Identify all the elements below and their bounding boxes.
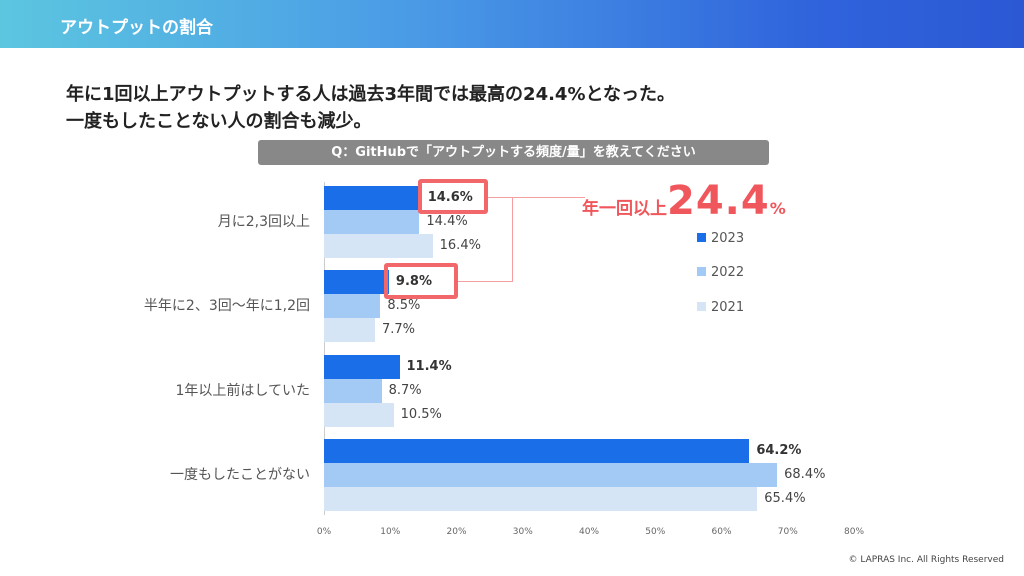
- data-label: 7.7%: [382, 322, 416, 337]
- connector-line: [512, 197, 513, 282]
- bar-2023: [324, 439, 750, 463]
- copyright: © LAPRAS Inc. All Rights Reserved: [848, 555, 1004, 565]
- callout-value: 24.4: [667, 178, 770, 224]
- bar-2022: [324, 463, 778, 487]
- x-tick-label: 20%: [446, 527, 467, 537]
- bar-2021: [324, 487, 758, 511]
- question-banner: Q：GitHubで「アウトプットする頻度/量」を教えてください: [258, 140, 769, 165]
- connector-line: [486, 197, 585, 198]
- bar-2022: [324, 294, 381, 318]
- x-tick-label: 50%: [645, 527, 666, 537]
- bar-2023: [324, 270, 389, 294]
- x-tick-label: 80%: [843, 527, 865, 537]
- bar-2021: [324, 318, 375, 342]
- data-label: 65.4%: [764, 491, 806, 506]
- legend-swatch: [697, 302, 706, 311]
- legend-label: 2022: [711, 265, 745, 280]
- bar-2022: [324, 210, 420, 234]
- category-label: 1年以上前はしていた: [175, 383, 311, 399]
- legend-label: 2023: [711, 231, 745, 246]
- callout-label: 年一回以上: [582, 199, 667, 219]
- bar-2022: [324, 379, 382, 403]
- bar-2023: [324, 355, 400, 379]
- highlight-box-2023-yearly: [384, 263, 458, 299]
- legend-swatch: [697, 267, 706, 276]
- page-title: アウトプットの割合: [60, 18, 213, 38]
- x-tick-label: 10%: [380, 527, 401, 537]
- connector-line: [456, 281, 513, 282]
- category-label: 一度もしたことがない: [170, 467, 310, 483]
- x-tick-label: 0%: [316, 527, 332, 537]
- category-label: 月に2,3回以上: [217, 214, 310, 230]
- highlight-box-2023-monthly: [418, 179, 488, 214]
- headline-line-1: 年に1回以上アウトプットする人は過去3年間では最高の24.4%となった。: [66, 84, 675, 105]
- data-label: 68.4%: [784, 467, 826, 482]
- x-tick-label: 30%: [512, 527, 533, 537]
- data-label: 11.4%: [406, 359, 452, 374]
- legend-label: 2021: [711, 300, 745, 315]
- data-label: 8.7%: [388, 383, 422, 398]
- data-label: 14.4%: [426, 214, 468, 229]
- x-tick-label: 70%: [777, 527, 798, 537]
- data-label: 16.4%: [439, 238, 481, 253]
- data-label: 10.5%: [400, 407, 442, 422]
- data-label: 8.5%: [387, 298, 421, 313]
- callout-unit: %: [769, 199, 786, 218]
- headline-line-2: 一度もしたことない人の割合も減少。: [66, 111, 372, 132]
- bar-2021: [324, 234, 433, 258]
- data-label: 64.2%: [756, 443, 802, 458]
- bar-2023: [324, 186, 421, 210]
- category-label: 半年に2、3回〜年に1,2回: [143, 298, 310, 314]
- callout: 年一回以上24.4%: [582, 178, 786, 224]
- header-bar: アウトプットの割合: [0, 0, 1024, 48]
- data-label: 14.6%: [427, 190, 473, 205]
- x-tick-label: 40%: [578, 527, 600, 537]
- y-axis-line: [324, 182, 325, 515]
- bar-2021: [324, 403, 394, 427]
- data-label: 9.8%: [395, 274, 432, 289]
- legend-swatch: [697, 233, 706, 242]
- legend-item-2023: 2023: [697, 232, 744, 246]
- x-tick-label: 60%: [711, 527, 732, 537]
- legend-item-2022: 2022: [697, 266, 744, 280]
- legend-item-2021: 2021: [697, 301, 744, 315]
